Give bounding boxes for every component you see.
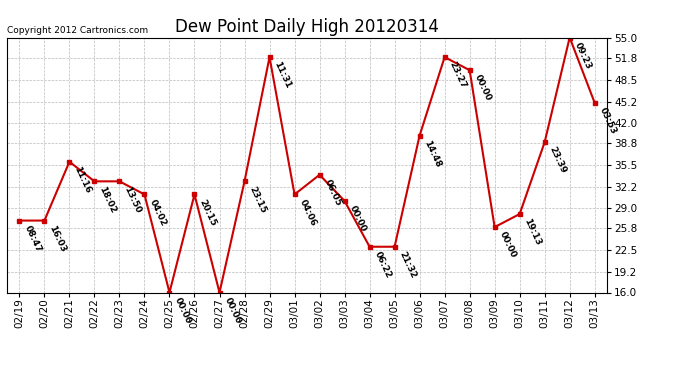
Text: 23:15: 23:15 bbox=[248, 184, 268, 214]
Text: 06:05: 06:05 bbox=[322, 178, 343, 208]
Title: Dew Point Daily High 20120314: Dew Point Daily High 20120314 bbox=[175, 18, 439, 36]
Text: 11:31: 11:31 bbox=[273, 60, 293, 90]
Text: 16:03: 16:03 bbox=[48, 224, 68, 254]
Text: 00:00: 00:00 bbox=[473, 74, 493, 103]
Text: 11:16: 11:16 bbox=[72, 165, 92, 195]
Text: 18:02: 18:02 bbox=[97, 184, 118, 214]
Text: 00:00: 00:00 bbox=[222, 296, 243, 325]
Text: 08:47: 08:47 bbox=[22, 224, 43, 254]
Text: 20:15: 20:15 bbox=[197, 198, 218, 227]
Text: 23:27: 23:27 bbox=[448, 60, 468, 90]
Text: 21:32: 21:32 bbox=[397, 250, 418, 280]
Text: 03:53: 03:53 bbox=[598, 106, 618, 136]
Text: 04:02: 04:02 bbox=[148, 198, 168, 227]
Text: 00:00: 00:00 bbox=[497, 230, 518, 260]
Text: Copyright 2012 Cartronics.com: Copyright 2012 Cartronics.com bbox=[7, 26, 148, 35]
Text: 00:00: 00:00 bbox=[172, 296, 193, 325]
Text: 04:06: 04:06 bbox=[297, 198, 318, 227]
Text: 14:48: 14:48 bbox=[422, 139, 443, 169]
Text: 23:39: 23:39 bbox=[548, 146, 568, 175]
Text: 13:50: 13:50 bbox=[122, 184, 143, 214]
Text: 09:23: 09:23 bbox=[573, 41, 593, 70]
Text: 19:13: 19:13 bbox=[522, 217, 543, 247]
Text: 00:00: 00:00 bbox=[348, 204, 368, 234]
Text: 06:22: 06:22 bbox=[373, 250, 393, 280]
